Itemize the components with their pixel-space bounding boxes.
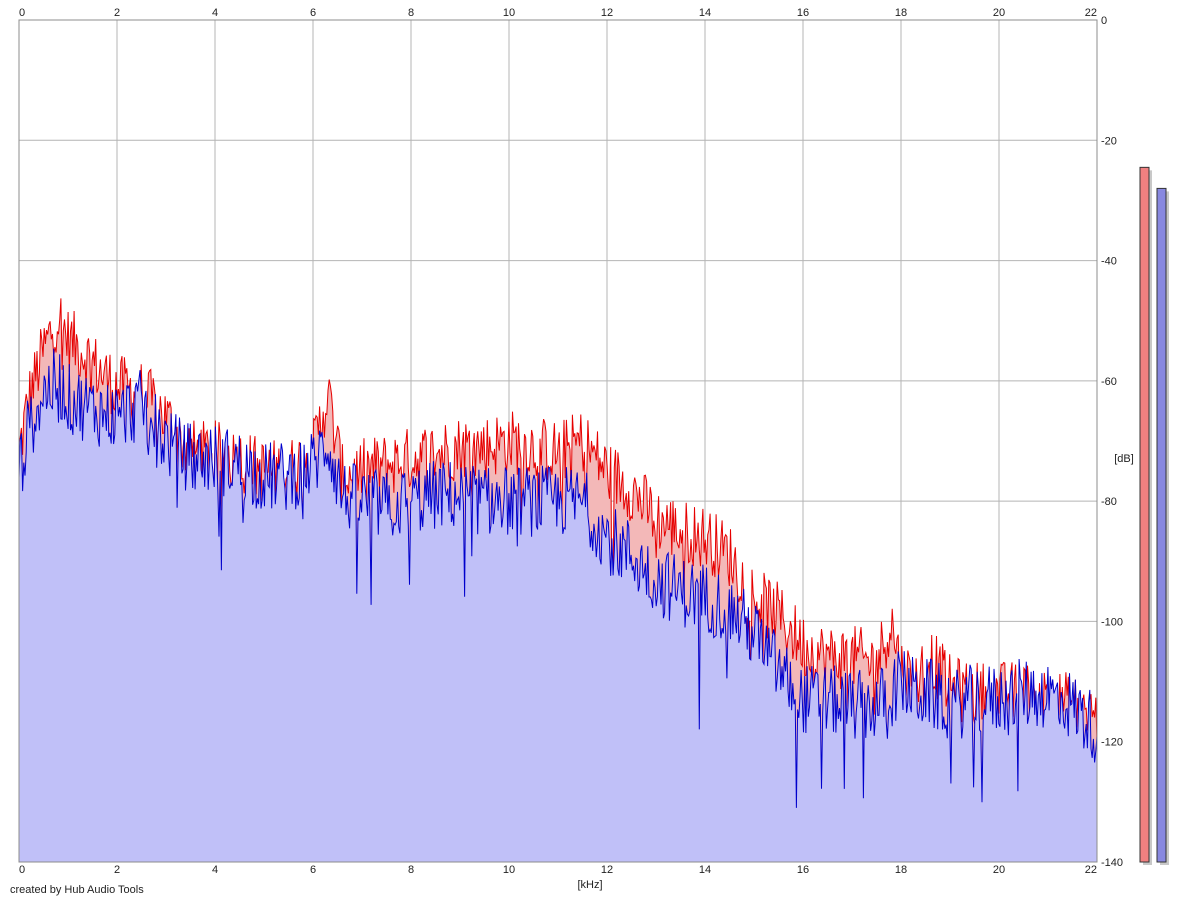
- level-meter-right: [1156, 187, 1167, 863]
- x-tick-label-bottom: 4: [212, 864, 218, 876]
- y-tick-label: -40: [1101, 256, 1117, 268]
- spectrum-line-right: [18, 348, 1098, 808]
- x-tick-label-top: 16: [797, 7, 809, 19]
- axes: 002244668810101212141416161818202022220-…: [18, 7, 1123, 876]
- x-tick-label-top: 14: [699, 7, 711, 19]
- y-tick-label: -120: [1101, 737, 1123, 749]
- x-tick-label-top: 12: [601, 7, 613, 19]
- x-tick-label-top: 6: [310, 7, 316, 19]
- x-tick-label-bottom: 20: [993, 864, 1005, 876]
- x-tick-label-top: 8: [408, 7, 414, 19]
- level-meters: [1139, 166, 1169, 866]
- x-tick-label-bottom: 22: [1085, 864, 1097, 876]
- level-meter-left: [1139, 166, 1150, 863]
- x-tick-label-bottom: 14: [699, 864, 711, 876]
- plot-frame: [18, 19, 1098, 863]
- x-axis-label: [kHz]: [577, 879, 602, 891]
- x-tick-label-bottom: 2: [114, 864, 120, 876]
- x-tick-label-bottom: 12: [601, 864, 613, 876]
- y-tick-label: -100: [1101, 616, 1123, 628]
- x-tick-label-bottom: 16: [797, 864, 809, 876]
- x-tick-label-bottom: 18: [895, 864, 907, 876]
- x-tick-label-top: 22: [1085, 7, 1097, 19]
- y-tick-label: -60: [1101, 376, 1117, 388]
- y-tick-label: 0: [1101, 15, 1107, 27]
- x-tick-label-top: 2: [114, 7, 120, 19]
- y-tick-label: -80: [1101, 496, 1117, 508]
- x-tick-label-bottom: 8: [408, 864, 414, 876]
- x-tick-label-bottom: 10: [503, 864, 515, 876]
- x-tick-label-bottom: 6: [310, 864, 316, 876]
- y-axis-label: [dB]: [1114, 453, 1134, 465]
- x-tick-label-top: 0: [19, 7, 25, 19]
- x-tick-label-bottom: 0: [19, 864, 25, 876]
- y-tick-label: -20: [1101, 135, 1117, 147]
- x-tick-label-top: 18: [895, 7, 907, 19]
- x-tick-label-top: 4: [212, 7, 218, 19]
- x-tick-label-top: 10: [503, 7, 515, 19]
- x-tick-label-top: 20: [993, 7, 1005, 19]
- credit-text: created by Hub Audio Tools: [10, 884, 144, 896]
- y-tick-label: -140: [1101, 857, 1123, 869]
- spectrum-fill-right: [19, 348, 1097, 863]
- spectrum-plot: [18, 298, 1098, 863]
